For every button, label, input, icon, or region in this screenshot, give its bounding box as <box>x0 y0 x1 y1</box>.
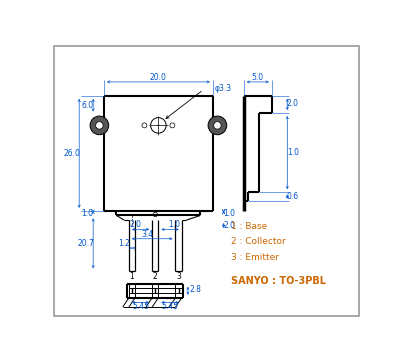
Text: 0.6: 0.6 <box>287 192 299 201</box>
Circle shape <box>90 116 109 135</box>
Text: 2 : Collector: 2 : Collector <box>231 237 286 246</box>
Text: 6.0: 6.0 <box>81 102 93 111</box>
Text: 20.0: 20.0 <box>150 73 167 82</box>
Text: 1 : Base: 1 : Base <box>231 222 268 231</box>
Text: φ3.3: φ3.3 <box>214 84 231 93</box>
Text: 2.0: 2.0 <box>223 221 235 230</box>
Text: 5.0: 5.0 <box>252 73 264 82</box>
Text: 2.0: 2.0 <box>287 99 299 108</box>
Circle shape <box>158 125 159 126</box>
Text: 2.8: 2.8 <box>190 285 202 294</box>
Circle shape <box>208 116 227 135</box>
Text: 3.4: 3.4 <box>141 230 154 239</box>
Text: 3 : Emitter: 3 : Emitter <box>231 253 279 262</box>
Text: 2: 2 <box>153 272 158 281</box>
Text: 2.0: 2.0 <box>130 220 142 229</box>
Text: SANYO : TO-3PBL: SANYO : TO-3PBL <box>231 276 326 286</box>
Text: 1.0: 1.0 <box>223 209 235 218</box>
Text: 26.0: 26.0 <box>64 149 81 158</box>
Text: 1.0: 1.0 <box>169 220 181 229</box>
Text: 1: 1 <box>130 272 134 281</box>
Circle shape <box>96 122 103 129</box>
Text: 1.0: 1.0 <box>81 209 93 218</box>
Circle shape <box>214 122 221 129</box>
Text: 5.45: 5.45 <box>132 302 149 311</box>
Text: 5.45: 5.45 <box>162 302 179 311</box>
Text: 3: 3 <box>176 272 181 281</box>
Text: 1.0: 1.0 <box>287 148 299 157</box>
Text: 20.7: 20.7 <box>78 239 95 248</box>
Text: 1.2: 1.2 <box>118 239 130 248</box>
